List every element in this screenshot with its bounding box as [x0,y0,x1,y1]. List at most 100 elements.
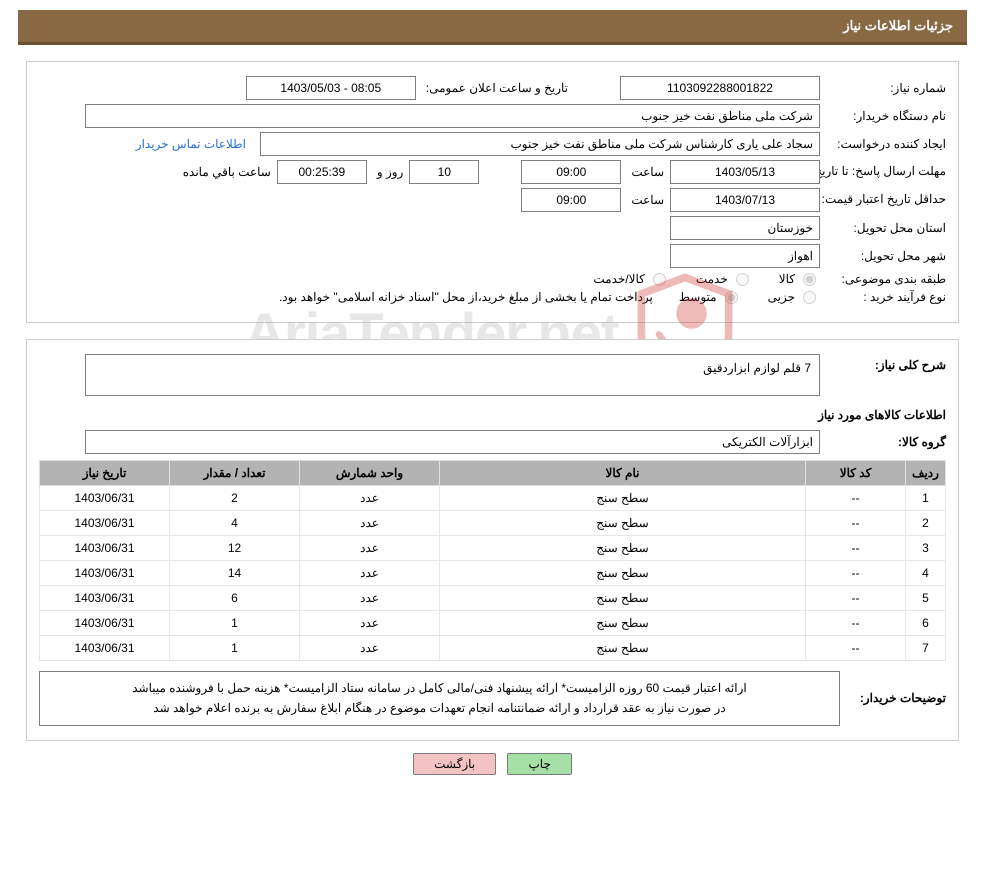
table-cell: سطح سنج [440,561,806,586]
table-cell: -- [806,611,906,636]
lbl-buyer-notes: توضیحات خریدار: [846,691,946,705]
radio-partial[interactable] [803,291,816,304]
page-title-bar: جزئیات اطلاعات نیاز [18,10,967,45]
lbl-delivery-city: شهر محل تحویل: [826,249,946,263]
radio-goods-service[interactable] [653,273,666,286]
lbl-radio-partial: جزیی [768,290,795,304]
lbl-need-desc: شرح کلی نیاز: [826,354,946,372]
buyer-notes-line1: ارائه اعتبار قیمت 60 روزه الزامیست* ارائ… [50,678,829,698]
fld-delivery-prov: خوزستان [670,216,820,240]
table-cell: 4 [170,511,300,536]
table-cell: 7 [906,636,946,661]
fld-need-no: 1103092288001822 [620,76,820,100]
fld-need-desc: 7 قلم لوازم ابزاردقیق [85,354,820,396]
table-cell: -- [806,561,906,586]
table-header-row: ردیفکد کالانام کالاواحد شمارشتعداد / مقد… [40,461,946,486]
fld-price-valid-time: 09:00 [521,188,621,212]
table-cell: 1 [906,486,946,511]
row-buyer-org: نام دستگاه خریدار: شرکت ملی مناطق نفت خی… [39,104,946,128]
table-cell: سطح سنج [440,486,806,511]
table-cell: عدد [300,611,440,636]
table-cell: سطح سنج [440,511,806,536]
back-button[interactable]: بازگشت [413,753,496,775]
radio-goods[interactable] [803,273,816,286]
table-cell: عدد [300,536,440,561]
lbl-time-1: ساعت [627,165,664,179]
fld-deadline-date: 1403/05/13 [670,160,820,184]
row-requester: ایجاد کننده درخواست: سجاد علی یاری کارشن… [39,132,946,156]
fld-requester: سجاد علی یاری کارشناس شرکت ملی مناطق نفت… [260,132,820,156]
radio-medium[interactable] [725,291,738,304]
table-cell: 1403/06/31 [40,511,170,536]
table-cell: سطح سنج [440,586,806,611]
table-cell: عدد [300,486,440,511]
goods-table: ردیفکد کالانام کالاواحد شمارشتعداد / مقد… [39,460,946,661]
lbl-radio-service: خدمت [696,272,728,286]
buyer-notes-box: ارائه اعتبار قیمت 60 روزه الزامیست* ارائ… [39,671,840,726]
table-cell: 1403/06/31 [40,536,170,561]
table-cell: عدد [300,561,440,586]
row-subject-class: طبقه بندی موضوعی: کالا خدمت کالا/خدمت [39,272,946,286]
row-delivery-prov: استان محل تحویل: خوزستان [39,216,946,240]
lbl-radio-goods-service: کالا/خدمت [593,272,644,286]
table-cell: 6 [906,611,946,636]
fld-announce-dt: 1403/05/03 - 08:05 [246,76,416,100]
table-col-3: واحد شمارش [300,461,440,486]
lbl-time-left: ساعت باقي مانده [179,165,271,179]
lbl-deadline: مهلت ارسال پاسخ: تا تاریخ: [826,164,946,180]
row-delivery-city: شهر محل تحویل: اهواز [39,244,946,268]
lbl-goods-group: گروه کالا: [826,435,946,449]
table-row: 5--سطح سنجعدد61403/06/31 [40,586,946,611]
row-goods-group: گروه کالا: ابزارآلات الکتریکی [39,430,946,454]
table-col-5: تاریخ نیاز [40,461,170,486]
lbl-delivery-prov: استان محل تحویل: [826,221,946,235]
table-row: 1--سطح سنجعدد21403/06/31 [40,486,946,511]
table-cell: -- [806,486,906,511]
link-buyer-contact[interactable]: اطلاعات تماس خریدار [136,137,254,151]
table-cell: 2 [906,511,946,536]
table-cell: -- [806,586,906,611]
lbl-days-and: روز و [373,165,404,179]
fld-delivery-city: اهواز [670,244,820,268]
lbl-purchase-type: نوع فرآیند خرید : [826,290,946,304]
table-cell: 5 [906,586,946,611]
table-row: 7--سطح سنجعدد11403/06/31 [40,636,946,661]
fld-days-left: 10 [409,160,479,184]
fld-countdown: 00:25:39 [277,160,367,184]
table-row: 6--سطح سنجعدد11403/06/31 [40,611,946,636]
radio-service[interactable] [736,273,749,286]
lbl-radio-goods: کالا [779,272,795,286]
table-col-0: ردیف [906,461,946,486]
lbl-requester: ایجاد کننده درخواست: [826,137,946,151]
row-price-valid: حداقل تاریخ اعتبار قیمت: تا تاریخ: 1403/… [39,188,946,212]
table-cell: 1 [170,611,300,636]
buyer-notes-line2: در صورت نیاز به عقد قرارداد و ارائه ضمان… [50,698,829,718]
lbl-time-2: ساعت [627,193,664,207]
table-row: 2--سطح سنجعدد41403/06/31 [40,511,946,536]
goods-info-title: اطلاعات کالاهای مورد نیاز [39,408,946,422]
table-cell: 4 [906,561,946,586]
fld-deadline-time: 09:00 [521,160,621,184]
table-cell: عدد [300,636,440,661]
table-cell: 1403/06/31 [40,586,170,611]
table-cell: 1403/06/31 [40,486,170,511]
print-button[interactable]: چاپ [507,753,571,775]
table-col-1: کد کالا [806,461,906,486]
table-col-4: تعداد / مقدار [170,461,300,486]
table-cell: -- [806,536,906,561]
table-cell: 1403/06/31 [40,561,170,586]
table-row: 4--سطح سنجعدد141403/06/31 [40,561,946,586]
table-cell: -- [806,511,906,536]
table-cell: -- [806,636,906,661]
table-cell: 1 [170,636,300,661]
lbl-price-valid: حداقل تاریخ اعتبار قیمت: تا تاریخ: [826,192,946,208]
row-buyer-notes: توضیحات خریدار: ارائه اعتبار قیمت 60 روز… [39,671,946,726]
table-cell: 3 [906,536,946,561]
table-row: 3--سطح سنجعدد121403/06/31 [40,536,946,561]
table-cell: عدد [300,511,440,536]
table-cell: 2 [170,486,300,511]
fld-price-valid-date: 1403/07/13 [670,188,820,212]
table-body: 1--سطح سنجعدد21403/06/312--سطح سنجعدد414… [40,486,946,661]
panel-need-info: AriaTender.net شماره نیاز: 1103092288001… [26,61,959,323]
page-title: جزئیات اطلاعات نیاز [843,18,953,33]
